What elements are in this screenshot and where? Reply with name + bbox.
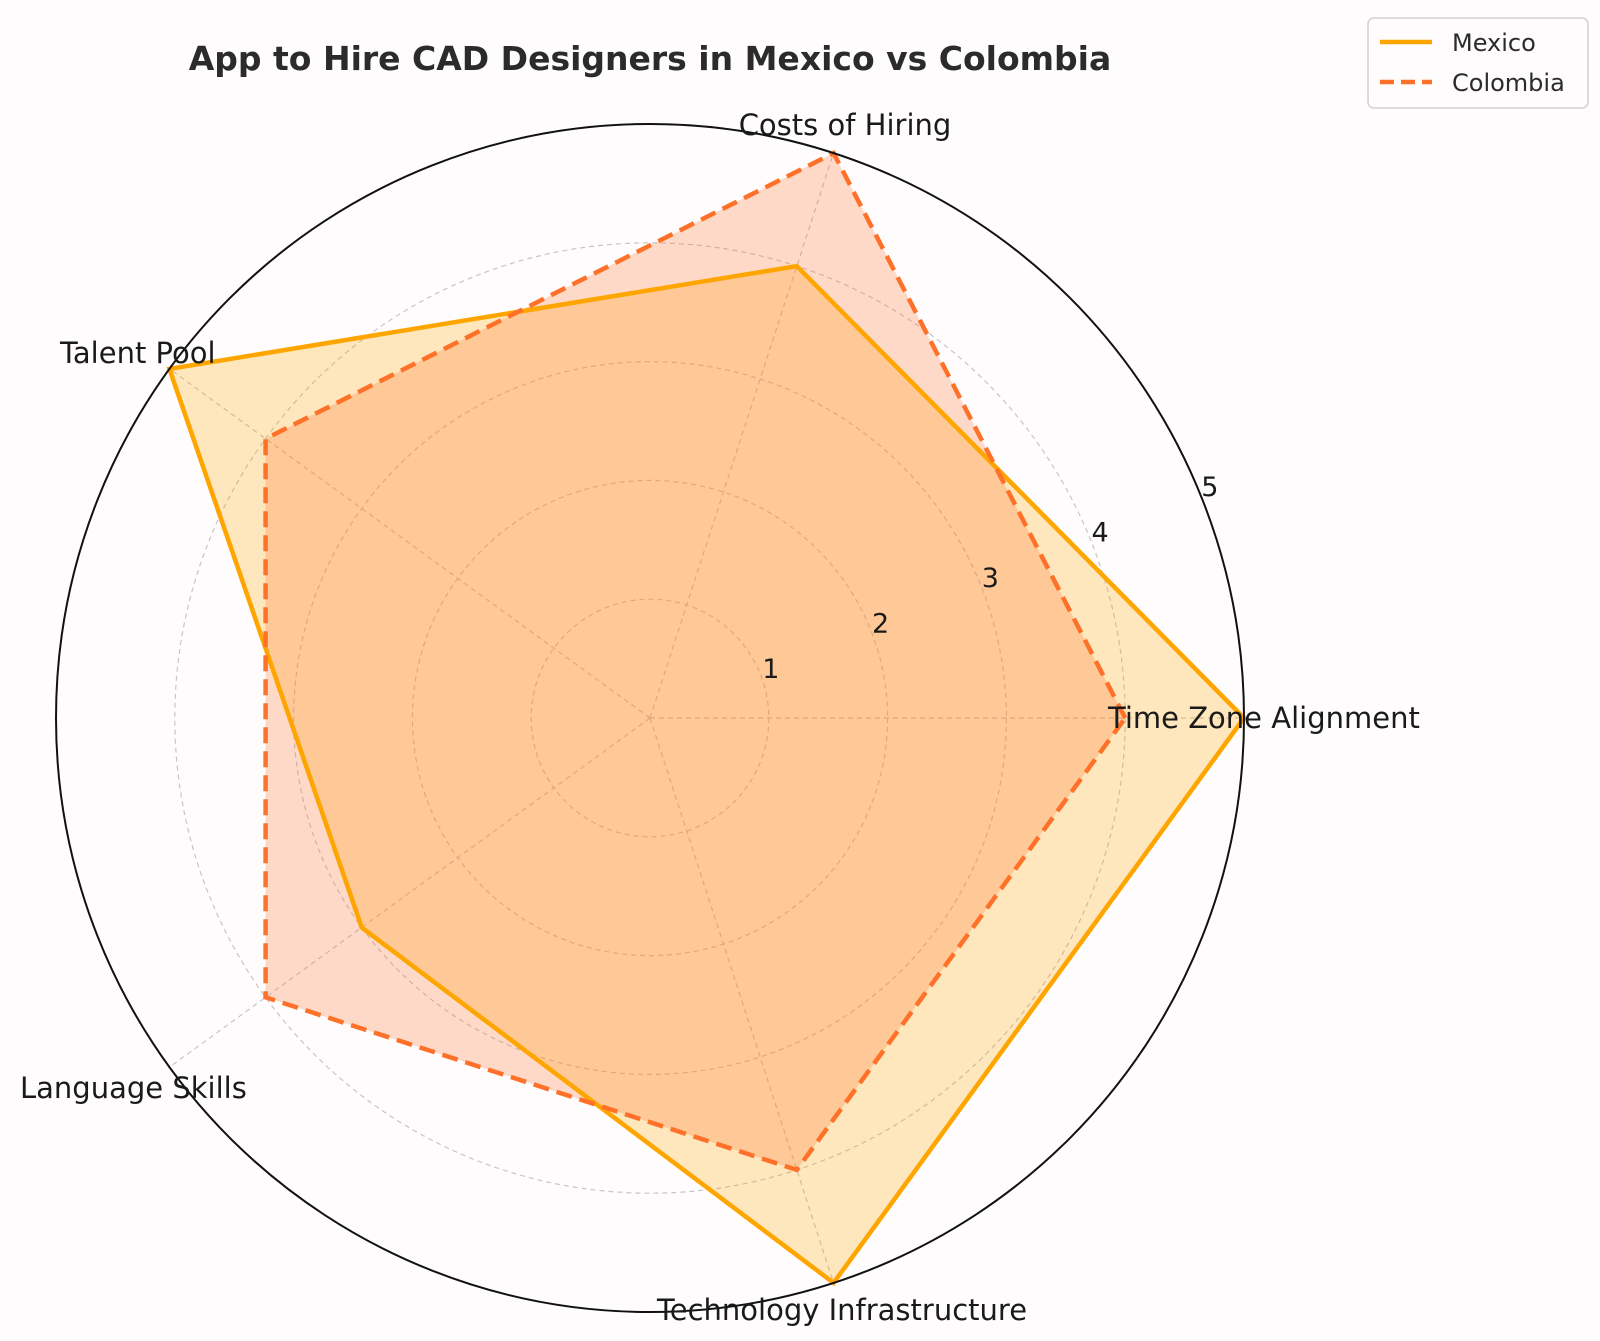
legend-label-mexico: Mexico	[1452, 29, 1536, 57]
r-tick-label: 5	[1201, 472, 1218, 503]
category-label: Talent Pool	[59, 336, 216, 370]
outer-ring	[55, 123, 1245, 1313]
r-tick-label: 2	[872, 609, 889, 640]
category-label: Time Zone Alignment	[1107, 701, 1420, 735]
series-line-mexico	[166, 263, 1247, 1287]
r-tick-label: 1	[762, 654, 779, 685]
series-fill-mexico	[169, 266, 1244, 1283]
category-label: Language Skills	[20, 1071, 247, 1105]
chart-title: App to Hire CAD Designers in Mexico vs C…	[189, 39, 1112, 78]
grid-spoke	[169, 368, 651, 719]
series-layer	[166, 150, 1247, 1287]
legend-label-colombia: Colombia	[1452, 69, 1565, 97]
grid-spoke	[649, 152, 835, 719]
grid-spoke	[649, 717, 835, 1284]
category-label: Costs of Hiring	[739, 108, 952, 142]
r-tick-label: 4	[1092, 518, 1109, 549]
labels: Time Zone Alignment Costs of Hiring Talent…	[20, 108, 1420, 1327]
grid-ring-3	[293, 361, 1007, 1075]
legend: Mexico Colombia	[1367, 17, 1589, 109]
grid-spoke	[169, 717, 651, 1068]
r-tick-label: 3	[982, 563, 999, 594]
series-fill-colombia	[265, 153, 1126, 1170]
category-label: Technology Infrastructure	[656, 1293, 1027, 1327]
series-line-colombia	[263, 150, 1128, 1173]
